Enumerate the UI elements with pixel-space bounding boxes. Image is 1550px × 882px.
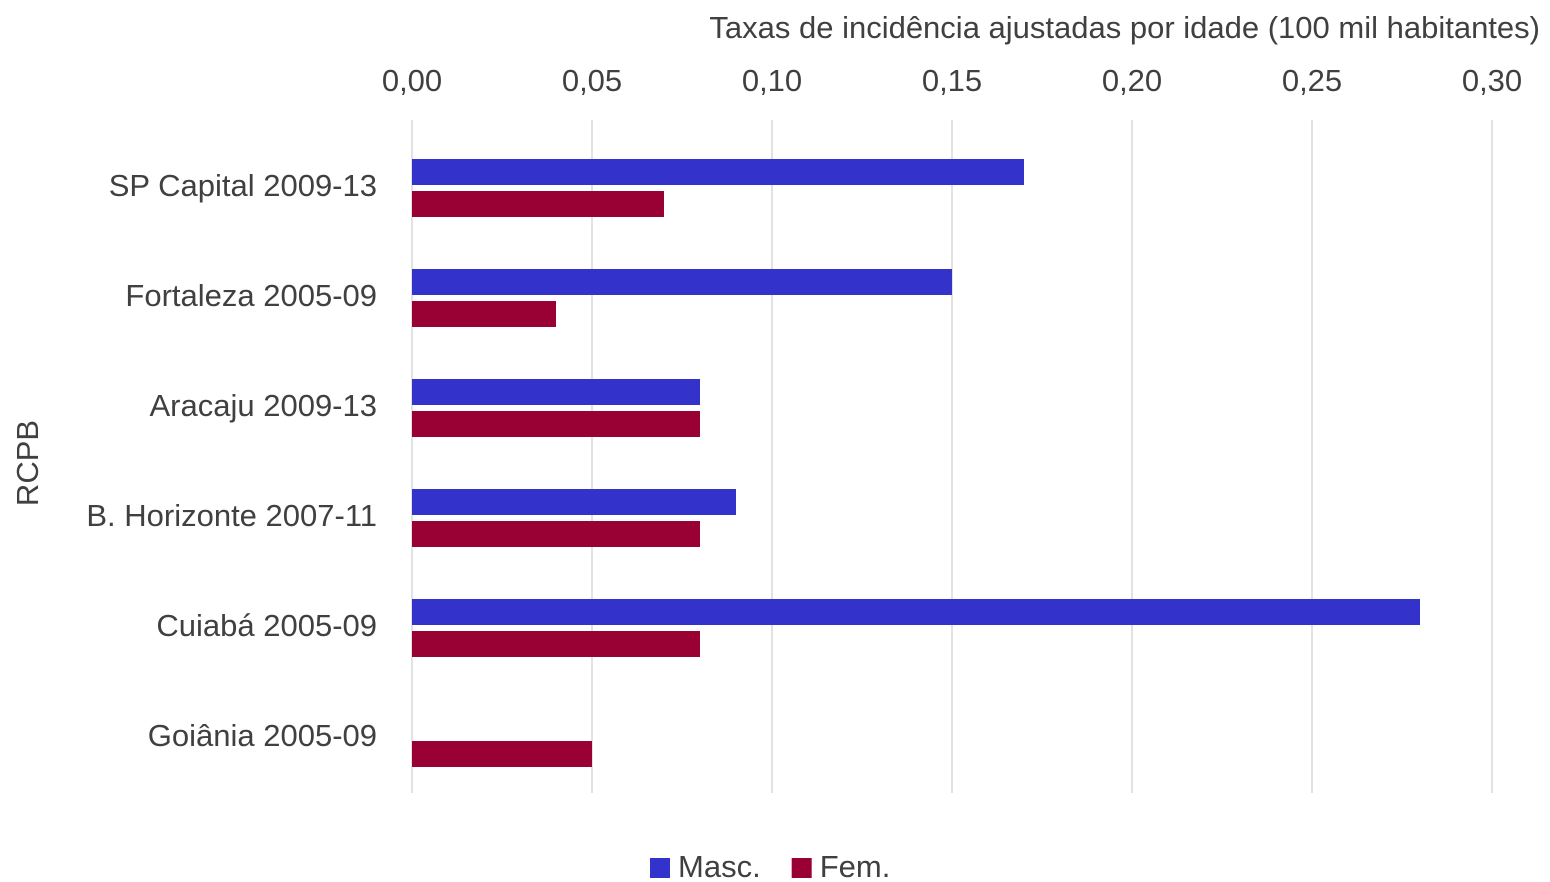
y-tick-label: Fortaleza 2005-09 <box>125 278 377 313</box>
legend-swatch <box>791 858 812 878</box>
y-tick-label: Aracaju 2009-13 <box>150 388 378 423</box>
x-tick-label: 0,30 <box>1462 63 1522 98</box>
bar <box>412 269 952 295</box>
bar <box>412 159 1024 185</box>
x-tick-label: 0,00 <box>382 63 442 98</box>
y-tick-label: Cuiabá 2005-09 <box>156 608 377 643</box>
x-tick-label: 0,15 <box>922 63 982 98</box>
y-tick-label: SP Capital 2009-13 <box>109 168 377 203</box>
bar <box>412 631 700 657</box>
legend-swatch <box>650 858 670 878</box>
bar <box>412 301 556 327</box>
bar <box>412 521 700 547</box>
bar <box>412 379 700 405</box>
x-tick-label: 0,20 <box>1102 63 1162 98</box>
x-tick-label: 0,10 <box>742 63 802 98</box>
y-tick-label: B. Horizonte 2007-11 <box>86 498 377 533</box>
bar <box>412 191 664 217</box>
chart-title: Taxas de incidência ajustadas por idade … <box>709 10 1540 45</box>
x-tick-label: 0,05 <box>562 63 622 98</box>
bar <box>412 411 700 437</box>
legend-label: Masc. <box>678 849 761 882</box>
bar <box>412 489 736 515</box>
bar <box>412 741 592 767</box>
y-axis-label: RCPB <box>10 420 45 506</box>
x-tick-label: 0,25 <box>1282 63 1342 98</box>
bar <box>412 599 1420 625</box>
y-tick-label: Goiânia 2005-09 <box>148 718 377 753</box>
legend-label: Fem. <box>820 849 891 882</box>
